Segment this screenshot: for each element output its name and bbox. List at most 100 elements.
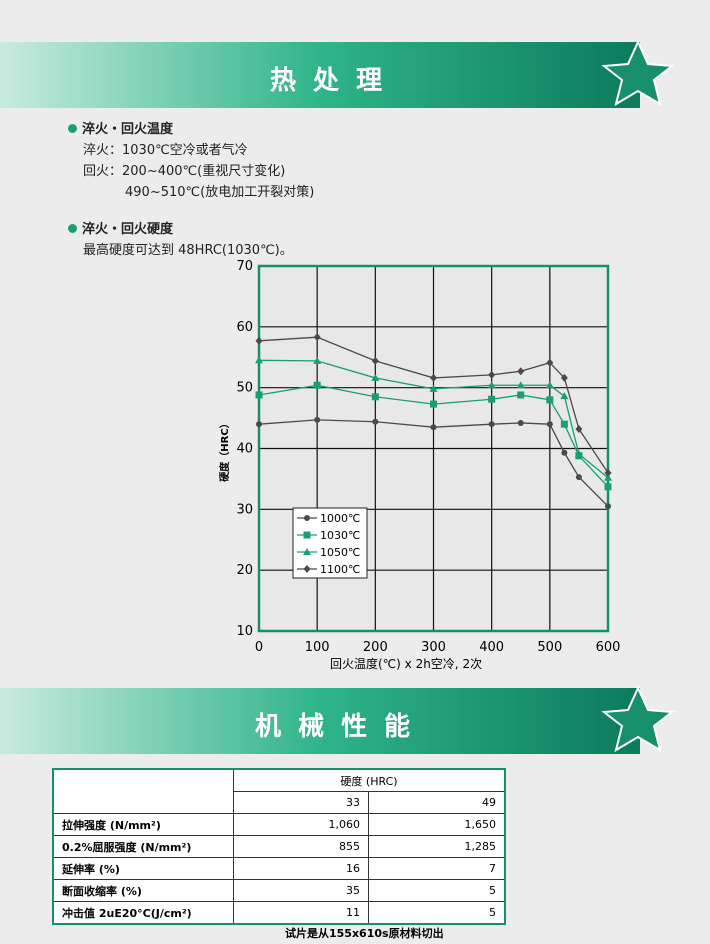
text-line: 490~510℃(放电加工开裂对策) <box>125 185 315 200</box>
table-cell: 5 <box>368 901 506 925</box>
data-point <box>430 400 437 408</box>
series-line <box>258 384 609 488</box>
data-point <box>313 333 321 342</box>
data-point <box>517 391 525 399</box>
data-point <box>371 356 379 365</box>
data-point <box>255 336 263 345</box>
legend-marker <box>303 531 311 539</box>
data-point <box>430 373 437 382</box>
series-line <box>258 359 609 479</box>
row-label: 延伸率 (%) <box>52 857 234 880</box>
y-tick-label: 50 <box>236 381 253 396</box>
data-point <box>429 384 438 392</box>
banner <box>0 42 640 108</box>
x-tick-label: 300 <box>421 640 446 655</box>
table-cell: 5 <box>368 879 506 902</box>
table-cell: 855 <box>232 835 370 858</box>
bullet: 淬火・回火温度 <box>68 118 173 137</box>
y-tick-label: 10 <box>236 624 253 639</box>
row-label: 断面收缩率 (%) <box>52 879 234 902</box>
data-point <box>546 421 553 428</box>
table-cell: 1,650 <box>368 813 506 836</box>
legend-label: 1030℃ <box>320 529 360 542</box>
data-point <box>313 356 322 364</box>
plot-frame <box>257 264 610 633</box>
data-point <box>371 373 380 381</box>
y-axis-label: 硬度（HRC） <box>218 418 231 481</box>
data-point <box>604 473 612 481</box>
table-cell: 16 <box>232 857 370 880</box>
data-point <box>256 421 262 428</box>
data-point <box>604 468 612 477</box>
y-tick-label: 40 <box>236 442 253 457</box>
column-header: 33 <box>232 791 370 814</box>
data-point <box>517 367 525 376</box>
row-label: 拉伸强度 (N/mm²) <box>52 813 234 836</box>
data-point <box>545 381 554 389</box>
row-label: 0.2%屈服强度 (N/mm²) <box>52 835 234 858</box>
data-point <box>560 373 568 382</box>
series-line <box>258 419 609 507</box>
row-label: 冲击值 2uE20°C(J/cm²) <box>52 901 234 925</box>
legend-marker <box>303 548 311 555</box>
section-title: 热 处 理 <box>270 66 387 96</box>
banner <box>0 688 640 754</box>
text-line: 回火：200~400℃(重视尺寸变化) <box>83 164 286 179</box>
data-point <box>575 425 583 434</box>
y-tick-label: 60 <box>236 320 253 335</box>
data-point <box>255 356 263 364</box>
data-point <box>371 393 379 401</box>
data-point <box>430 424 437 431</box>
data-point <box>574 449 583 457</box>
text-line: 最高硬度可达到 48HRC(1030℃)。 <box>83 243 293 258</box>
data-point <box>488 370 496 379</box>
data-point <box>546 358 554 367</box>
table-cell: 7 <box>368 857 506 880</box>
legend-label: 1100℃ <box>320 563 360 576</box>
bullet-heading: 淬火・回火硬度 <box>82 222 174 237</box>
legend-label: 1050℃ <box>320 546 360 559</box>
table-cell: 35 <box>232 879 370 902</box>
star <box>601 685 675 753</box>
legend-marker <box>304 515 310 521</box>
x-tick-label: 100 <box>305 640 330 655</box>
data-point <box>561 449 568 456</box>
y-tick-label: 20 <box>236 563 253 578</box>
x-tick-label: 400 <box>479 640 504 655</box>
data-point <box>560 420 568 428</box>
text-line: 淬火：1030℃空冷或者气冷 <box>83 143 248 158</box>
legend-marker <box>303 565 311 573</box>
data-point <box>517 419 524 426</box>
bullet-heading: 淬火・回火温度 <box>82 122 174 137</box>
table-cell: 1,060 <box>232 813 370 836</box>
data-point <box>255 391 263 399</box>
star <box>601 39 675 107</box>
table-cell: 1,285 <box>368 835 506 858</box>
x-tick-label: 200 <box>363 640 388 655</box>
table-cell: 11 <box>232 901 370 925</box>
property-table: 硬度 (HRC) 33 49 拉伸强度 (N/mm²) 1,060 1,650 0.2%… <box>52 768 506 925</box>
section-title: 机 械 性 能 <box>255 712 415 742</box>
x-tick-label: 0 <box>255 640 263 655</box>
data-point <box>488 395 496 403</box>
column-header: 49 <box>368 791 506 814</box>
legend-label: 1000℃ <box>320 512 360 525</box>
data-point <box>314 416 321 423</box>
data-point <box>560 392 569 400</box>
table-header: 硬度 (HRC) <box>233 768 506 792</box>
data-point <box>372 418 379 425</box>
x-axis-label: 回火温度(℃) x 2h空冷, 2次 <box>330 656 482 671</box>
x-tick-label: 600 <box>596 640 621 655</box>
chart: 回火温度(℃) x 2h空冷, 2次 硬度（HRC） 10 20 30 40 50 60 7… <box>218 259 621 671</box>
y-tick-label: 70 <box>236 259 253 274</box>
data-point <box>575 474 582 481</box>
data-point <box>604 483 612 491</box>
data-point <box>605 503 611 510</box>
bullet: 淬火・回火硬度 <box>68 218 173 237</box>
data-point <box>488 421 495 428</box>
data-point <box>313 381 321 389</box>
table-note: 试片是从155x610s原材料切出 <box>285 927 444 940</box>
data-point <box>546 396 554 404</box>
